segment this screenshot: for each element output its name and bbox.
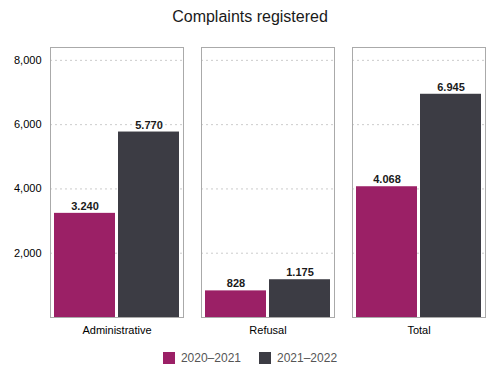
svg-text:Administrative: Administrative <box>82 324 151 336</box>
svg-text:6.945: 6.945 <box>437 81 465 93</box>
svg-text:1.175: 1.175 <box>286 266 314 278</box>
svg-text:5.770: 5.770 <box>135 119 163 131</box>
svg-text:Total: Total <box>407 324 430 336</box>
html-text:2021–2022: 2021–2022 <box>277 351 338 365</box>
svg-text:2,000: 2,000 <box>14 247 42 259</box>
svg-text:6,000: 6,000 <box>14 118 42 130</box>
svg-text:Refusal: Refusal <box>249 324 286 336</box>
svg-text:4,000: 4,000 <box>14 182 42 194</box>
svg-text:828: 828 <box>227 277 245 289</box>
html-text:Complaints registered: Complaints registered <box>172 8 328 25</box>
svg-text:4.068: 4.068 <box>373 173 401 185</box>
svg-text:8,000: 8,000 <box>14 54 42 66</box>
svg-text:3.240: 3.240 <box>71 200 99 212</box>
html-text:2020–2021: 2020–2021 <box>180 351 241 365</box>
